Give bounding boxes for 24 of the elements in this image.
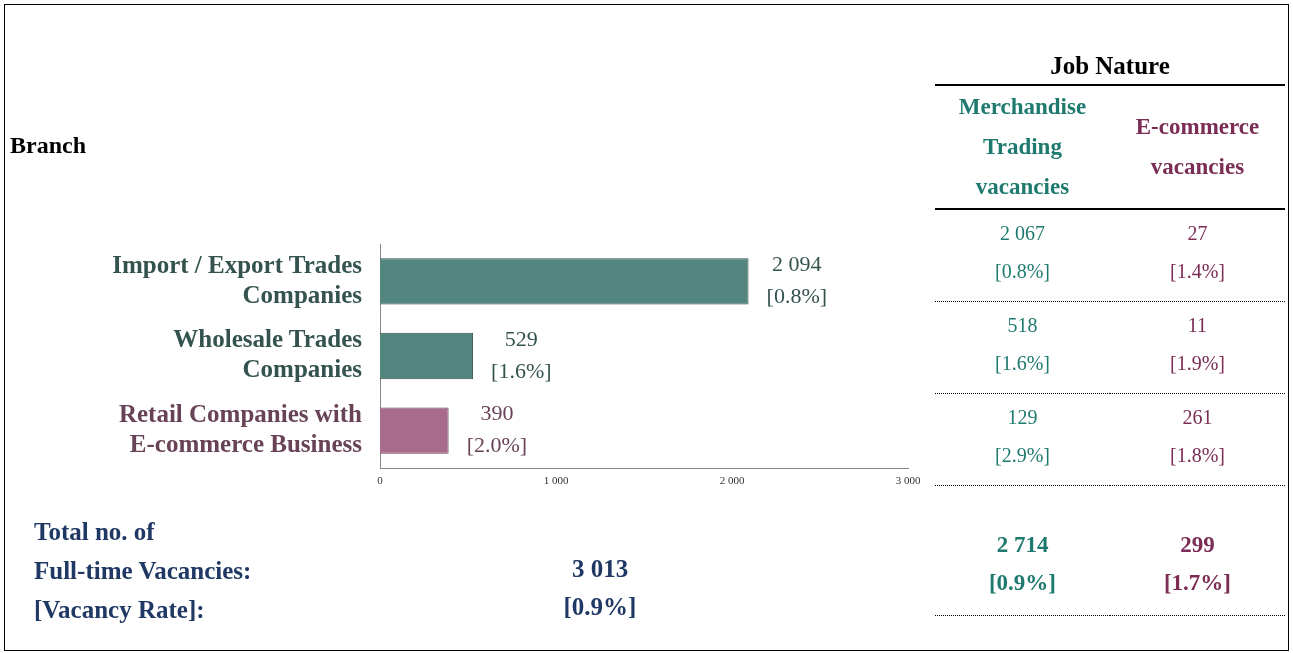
text: 11 [1.9%] — [1110, 302, 1285, 394]
text: 129 [2.9%] — [935, 394, 1110, 486]
data-label: 2 094 [0.8%] — [766, 251, 828, 309]
data-label: 529 [1.6%] — [491, 325, 552, 383]
x-tick-label: 3 000 — [895, 474, 921, 487]
y-axis-title: Branch — [10, 132, 87, 159]
text: 299 [1.7%] — [1110, 486, 1285, 616]
text: Job Nature — [935, 52, 1285, 86]
y-tick-label: Wholesale Trades Companies — [173, 325, 363, 383]
text: 3 013 [0.9%] — [562, 554, 638, 622]
y-tick-label: Retail Companies with E-commerce Business — [118, 400, 363, 458]
x-tick-label: 2 000 — [719, 474, 745, 487]
text: 2 714 [0.9%] — [935, 486, 1110, 616]
text: E-commerce vacancies — [1110, 86, 1285, 210]
y-tick-label: Import / Export Trades Companies — [112, 250, 363, 308]
x-tick-label: 1 000 — [543, 474, 569, 487]
x-tick-label: 0 — [377, 474, 384, 487]
text: 261 [1.8%] — [1110, 394, 1285, 486]
text: 2 067 [0.8%] — [935, 210, 1110, 302]
text: Total no. of Full-time Vacancies: [Vacancy Rate]: — [34, 517, 252, 625]
data-label: 390 [2.0%] — [466, 400, 528, 458]
text: 518 [1.6%] — [935, 302, 1110, 394]
text: 27 [1.4%] — [1110, 210, 1285, 302]
text: Merchandise Trading vacancies — [935, 86, 1110, 210]
